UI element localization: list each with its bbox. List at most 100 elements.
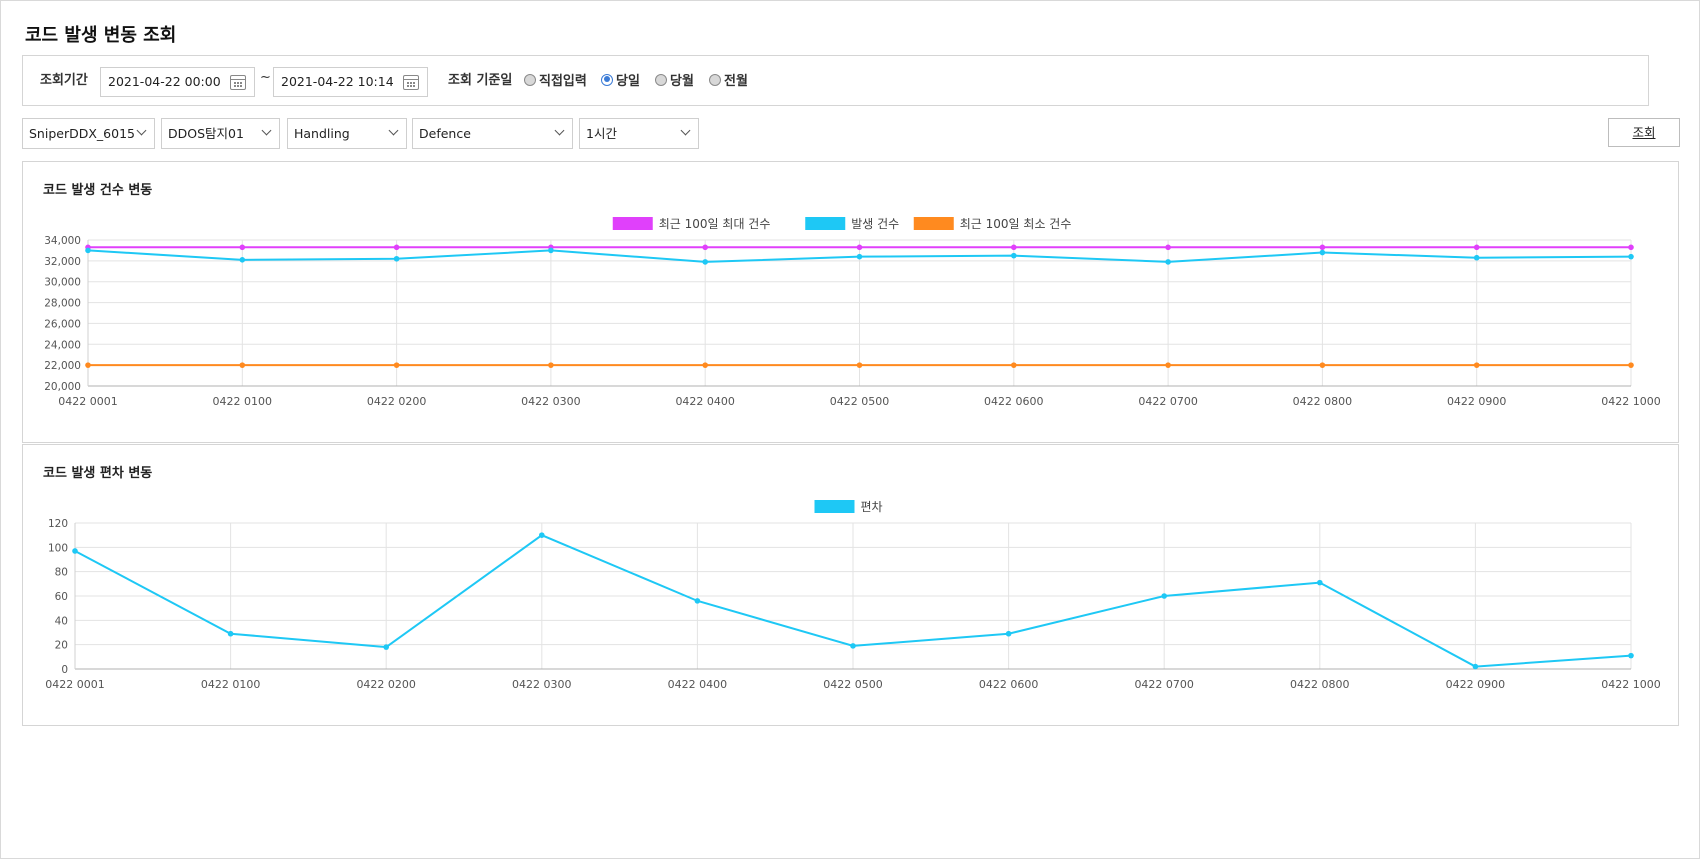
y-tick-label: 28,000 bbox=[44, 298, 81, 310]
data-point bbox=[383, 644, 390, 650]
select-value: 1시간 bbox=[586, 126, 617, 141]
basis-label: 조회 기준일 bbox=[448, 73, 513, 88]
chevron-down-icon bbox=[136, 125, 147, 136]
select-value: DDOS탐지01 bbox=[168, 126, 244, 141]
select-detector[interactable]: DDOS탐지01 bbox=[161, 118, 280, 149]
select-handling[interactable]: Handling bbox=[287, 118, 407, 149]
legend-swatch bbox=[612, 217, 653, 230]
x-tick-label: 0422 0700 bbox=[1138, 395, 1198, 408]
panel-title: 코드 발생 건수 변동 bbox=[43, 183, 153, 198]
data-point bbox=[1473, 254, 1480, 261]
data-point bbox=[227, 630, 234, 637]
chevron-down-icon bbox=[554, 125, 565, 136]
y-tick-label: 100 bbox=[48, 542, 68, 554]
x-tick-label: 0422 0001 bbox=[58, 395, 118, 408]
radio-button-selected[interactable] bbox=[601, 73, 613, 86]
data-point bbox=[850, 643, 856, 649]
date-separator: ~ bbox=[260, 70, 271, 85]
end-date-input[interactable]: 2021-04-22 10:14 bbox=[273, 67, 428, 97]
select-value: Handling bbox=[294, 126, 350, 141]
y-tick-label: 40 bbox=[55, 615, 68, 627]
y-tick-label: 20 bbox=[55, 640, 68, 652]
x-tick-label: 0422 0900 bbox=[1446, 678, 1506, 691]
data-point bbox=[1011, 244, 1017, 251]
data-point bbox=[85, 247, 91, 254]
data-point bbox=[1628, 253, 1634, 260]
data-point bbox=[1165, 244, 1171, 251]
x-tick-label: 0422 0700 bbox=[1134, 678, 1194, 691]
data-point bbox=[1317, 579, 1323, 586]
y-tick-label: 20,000 bbox=[44, 381, 81, 393]
x-tick-label: 0422 1000 bbox=[1601, 678, 1661, 691]
radio-today[interactable]: 당일 bbox=[601, 70, 640, 89]
end-date-value: 2021-04-22 10:14 bbox=[281, 74, 394, 89]
data-point bbox=[1473, 362, 1480, 368]
data-point bbox=[1319, 249, 1326, 256]
data-point bbox=[239, 362, 246, 368]
x-tick-label: 0422 0800 bbox=[1290, 678, 1350, 691]
legend-label: 발생 건수 bbox=[851, 217, 899, 231]
data-point bbox=[702, 362, 708, 368]
x-tick-label: 0422 0500 bbox=[830, 395, 890, 408]
radio-button[interactable] bbox=[524, 73, 536, 86]
data-point bbox=[548, 247, 554, 254]
y-tick-label: 80 bbox=[55, 567, 68, 579]
x-tick-label: 0422 0500 bbox=[823, 678, 883, 691]
select-sensor[interactable]: SniperDDX_6015 bbox=[22, 118, 155, 149]
radio-button[interactable] bbox=[655, 73, 667, 86]
select-value: SniperDDX_6015 bbox=[29, 126, 135, 141]
x-tick-label: 0422 0001 bbox=[45, 678, 105, 691]
data-point bbox=[1165, 259, 1171, 265]
data-point bbox=[393, 255, 400, 262]
count-line-chart: 34,000 32,000 30,000 28,000 26,000 24,000 22,0… bbox=[44, 217, 1661, 408]
period-label: 조회기간 bbox=[40, 73, 88, 88]
data-point bbox=[1628, 362, 1634, 368]
radio-this-month[interactable]: 당월 bbox=[655, 70, 694, 89]
start-date-input[interactable]: 2021-04-22 00:00 bbox=[100, 67, 255, 97]
data-point bbox=[856, 362, 863, 368]
data-point bbox=[1628, 652, 1634, 659]
x-tick-label: 0422 0200 bbox=[356, 678, 416, 691]
radio-last-month[interactable]: 전월 bbox=[709, 70, 748, 89]
data-point bbox=[702, 244, 708, 251]
y-tick-label: 32,000 bbox=[44, 256, 81, 268]
data-point bbox=[239, 244, 246, 251]
y-tick-label: 26,000 bbox=[44, 318, 81, 330]
filter-bar: 조회기간 2021-04-22 00:00 ~ 2021-04-22 10:14… bbox=[22, 55, 1649, 106]
x-tick-label: 0422 0100 bbox=[201, 678, 261, 691]
legend-swatch bbox=[913, 217, 954, 230]
data-point bbox=[1011, 362, 1017, 368]
y-tick-label: 22,000 bbox=[44, 360, 81, 372]
legend-swatch bbox=[805, 217, 846, 230]
data-point bbox=[1319, 362, 1326, 368]
calendar-icon[interactable] bbox=[403, 75, 419, 90]
x-tick-label: 0422 0800 bbox=[1293, 395, 1353, 408]
count-chart-panel: 코드 발생 건수 변동 34,000 32,000 30,000 28,000 26,0… bbox=[22, 161, 1679, 443]
x-tick-label: 0422 0300 bbox=[512, 678, 572, 691]
search-button[interactable]: 조회 bbox=[1608, 118, 1680, 147]
y-tick-label: 24,000 bbox=[44, 339, 81, 351]
x-tick-label: 0422 0900 bbox=[1447, 395, 1507, 408]
deviation-chart-panel: 코드 발생 편차 변동 120 100 80 60 40 20 0 0422 0001 0422… bbox=[22, 444, 1679, 726]
y-tick-label: 0 bbox=[61, 664, 68, 676]
data-point bbox=[1005, 630, 1012, 637]
radio-button[interactable] bbox=[709, 73, 721, 86]
x-tick-label: 0422 0300 bbox=[521, 395, 581, 408]
radio-manual-input[interactable]: 직접입력 bbox=[524, 70, 587, 89]
data-point bbox=[393, 244, 400, 251]
data-point bbox=[1161, 593, 1167, 599]
y-tick-label: 60 bbox=[55, 591, 68, 603]
data-point bbox=[72, 548, 78, 554]
x-tick-label: 0422 0400 bbox=[675, 395, 735, 408]
x-tick-label: 0422 0600 bbox=[979, 678, 1039, 691]
select-interval[interactable]: 1시간 bbox=[579, 118, 699, 149]
radio-label: 당월 bbox=[670, 74, 694, 89]
x-tick-label: 0422 0400 bbox=[668, 678, 728, 691]
data-point bbox=[548, 362, 554, 368]
data-point bbox=[1011, 252, 1017, 259]
radio-label: 전월 bbox=[724, 74, 748, 89]
calendar-icon[interactable] bbox=[230, 75, 246, 90]
select-defence[interactable]: Defence bbox=[412, 118, 573, 149]
start-date-value: 2021-04-22 00:00 bbox=[108, 74, 221, 89]
